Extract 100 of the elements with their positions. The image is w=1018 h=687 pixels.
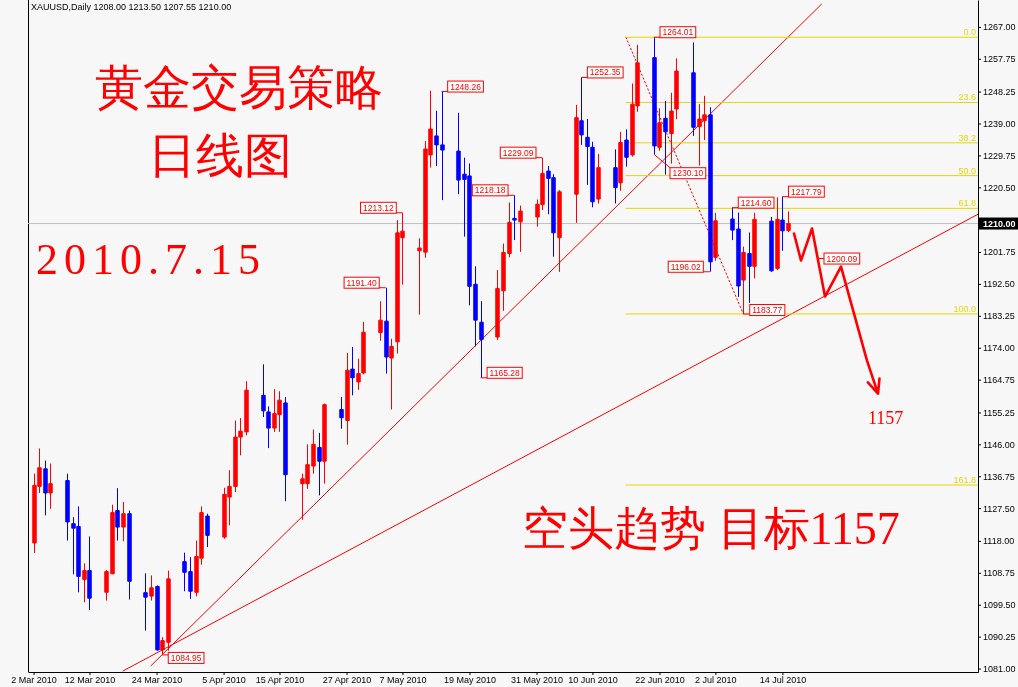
y-tick-label: 1090.25: [983, 632, 1016, 643]
candlestick: [518, 205, 523, 253]
y-tick-label: 1155.25: [983, 407, 1015, 418]
candlestick: [82, 562, 87, 603]
candlestick: [613, 148, 618, 205]
candlestick: [389, 338, 394, 410]
candlestick: [669, 92, 674, 165]
x-tick-label: 24 Mar 2010: [131, 675, 183, 686]
annotation: 黄金交易策略: [95, 61, 383, 114]
series-label: 38.2: [958, 132, 976, 143]
candlestick: [121, 501, 126, 542]
y-tick-label: 1099.50: [983, 600, 1016, 611]
candlestick: [512, 194, 517, 241]
candlestick: [708, 106, 713, 273]
y-tick-label: 1127.50: [983, 503, 1015, 514]
candlestick: [127, 510, 132, 601]
candlestick: [691, 41, 696, 137]
annotation: 1248.26: [450, 81, 482, 92]
candlestick: [652, 36, 657, 155]
candlestick: [143, 572, 148, 632]
x-tick-label: 5 Apr 2010: [202, 675, 246, 686]
series-label: 161.8: [953, 475, 976, 486]
annotation: 1183.77: [752, 305, 783, 316]
chart-title: XAUUSD,Daily 1208.00 1213.50 1207.55 1210.00: [31, 2, 232, 12]
candlestick: [350, 346, 355, 396]
series-label: 23.6: [958, 92, 976, 103]
candlestick: [618, 131, 623, 192]
annotation: 1218.18: [474, 185, 506, 196]
candlestick: [479, 300, 484, 379]
annotation: 1213.12: [363, 202, 395, 213]
annotation: 1252.35: [589, 67, 621, 78]
candlestick: [48, 463, 53, 510]
annotation: 空头趋势 目标1157: [522, 503, 900, 554]
y-tick-label: 1146.00: [983, 439, 1015, 450]
candlestick: [775, 196, 780, 271]
candlestick: [574, 104, 579, 224]
y-tick-label: 1118.00: [983, 536, 1015, 547]
callout-box: 1230.10: [653, 153, 707, 180]
x-tick-label: 15 Apr 2010: [255, 675, 305, 686]
x-tick-label: 31 May 2010: [511, 675, 564, 686]
annotation: 1084.95: [170, 652, 202, 663]
candlestick: [596, 153, 601, 205]
annotation: 日线图: [148, 129, 292, 182]
y-tick-label: 1229.75: [983, 150, 1016, 161]
candlestick: [713, 212, 718, 262]
y-tick-label: 1174.00: [983, 343, 1015, 354]
candlestick: [65, 473, 70, 542]
y-tick-label: 1183.25: [983, 311, 1015, 322]
candlestick: [585, 118, 590, 186]
annotation: 1165.28: [489, 367, 520, 378]
annotation: 1217.79: [791, 186, 823, 197]
series-label: 50.0: [958, 165, 976, 176]
x-tick-label: 14 Jul 2010: [759, 675, 807, 686]
candlestick: [149, 574, 154, 602]
y-tick-label: 1239.00: [983, 118, 1016, 129]
y-tick-label: 1220.50: [983, 182, 1016, 193]
x-tick-label: 22 Jun 2010: [635, 675, 685, 686]
y-tick-label: 1192.50: [983, 279, 1015, 290]
candlestick: [747, 232, 752, 304]
candlestick: [769, 216, 774, 273]
candlestick: [663, 100, 668, 176]
annotation: 2010.7.15: [36, 235, 266, 284]
candlestick: [780, 196, 785, 252]
y-tick-label: 1164.75: [983, 375, 1015, 386]
candlestick: [115, 487, 120, 542]
y-tick-label: 1081.00: [983, 663, 1016, 674]
y-tick-label: 1257.75: [983, 54, 1016, 65]
annotation: 1229.09: [502, 147, 534, 158]
y-tick-label: 1136.75: [983, 471, 1015, 482]
candlestick: [345, 352, 350, 446]
annotation: 1157: [868, 407, 904, 428]
candlestick: [384, 287, 389, 375]
x-tick-label: 19 May 2010: [443, 675, 496, 686]
candlestick: [590, 141, 595, 208]
candlestick: [317, 432, 322, 496]
annotation: 1191.40: [346, 277, 377, 288]
x-tick-label: 27 Apr 2010: [322, 675, 372, 686]
candlestick: [155, 584, 160, 652]
x-tick-label: 10 Jun 2010: [568, 675, 618, 686]
candlestick: [378, 300, 383, 342]
annotation: 1196.02: [670, 261, 702, 272]
candlestick: [657, 107, 662, 152]
candlestick: [624, 128, 629, 168]
candlestick: [786, 210, 791, 233]
annotation: 1214.60: [740, 197, 772, 208]
y-tick-label: 1267.00: [983, 22, 1016, 33]
candlestick: [579, 76, 584, 146]
candlestick: [283, 396, 288, 502]
candlestick: [674, 57, 679, 120]
candlestick: [43, 460, 48, 516]
ref-line-label: 1210.00: [983, 219, 1016, 230]
x-tick-label: 7 May 2010: [379, 675, 427, 686]
series-label: 0.0: [963, 27, 976, 38]
x-tick-label: 2 Jul 2010: [695, 675, 737, 686]
candlestick: [752, 212, 757, 279]
candlestick: [557, 189, 562, 273]
series-label: 100.0: [953, 303, 976, 314]
y-tick-label: 1108.75: [983, 568, 1015, 579]
x-tick-label: 2 Mar 2010: [11, 675, 57, 686]
candlestick: [322, 403, 327, 485]
